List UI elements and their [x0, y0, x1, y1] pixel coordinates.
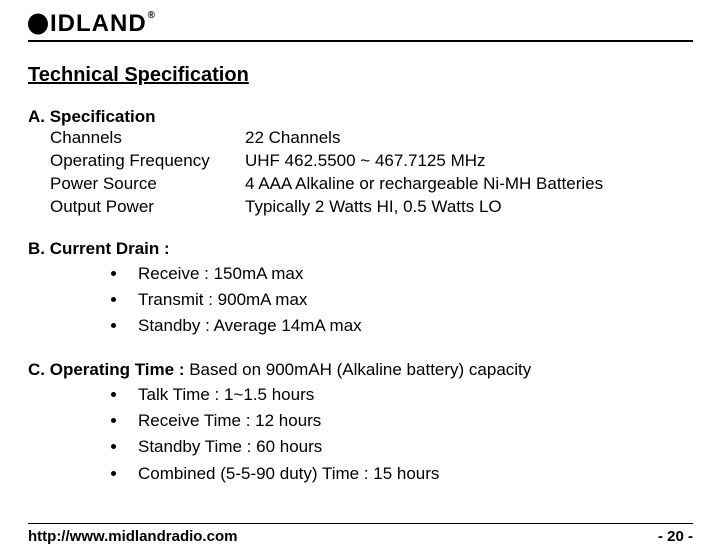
list-item: Transmit : 900mA max: [128, 287, 693, 313]
section-c-head-tail: Based on 900mAH (Alkaline battery) capac…: [189, 360, 531, 379]
spec-row: Channels 22 Channels: [50, 127, 693, 150]
section-b-list: Receive : 150mA max Transmit : 900mA max…: [28, 261, 693, 340]
spec-label: Operating Frequency: [50, 150, 245, 173]
list-item: Standby Time : 60 hours: [128, 434, 693, 460]
header-rule: [28, 40, 693, 42]
spec-row: Output Power Typically 2 Watts HI, 0.5 W…: [50, 196, 693, 219]
footer-page-number: - 20 -: [658, 528, 693, 545]
spec-label: Output Power: [50, 196, 245, 219]
section-c-list: Talk Time : 1~1.5 hours Receive Time : 1…: [28, 382, 693, 487]
section-a-head: A. Specification: [28, 107, 693, 127]
spec-label: Channels: [50, 127, 245, 150]
page-footer: http://www.midlandradio.com - 20 -: [28, 523, 693, 545]
list-item: Receive Time : 12 hours: [128, 408, 693, 434]
section-b-head: B. Current Drain :: [28, 239, 693, 259]
list-item: Standby : Average 14mA max: [128, 313, 693, 339]
list-item: Combined (5-5-90 duty) Time : 15 hours: [128, 461, 693, 487]
brand-name-text: IDLAND: [50, 10, 147, 37]
spec-value: UHF 462.5500 ~ 467.7125 MHz: [245, 150, 486, 173]
footer-rule: [28, 523, 693, 524]
page-title: Technical Specification: [28, 64, 693, 87]
spec-row: Power Source 4 AAA Alkaline or rechargea…: [50, 173, 693, 196]
registered-mark: ®: [148, 10, 156, 21]
logo-mark-icon: [28, 14, 48, 35]
spec-value: 4 AAA Alkaline or rechargeable Ni-MH Bat…: [245, 173, 603, 196]
spec-label: Power Source: [50, 173, 245, 196]
footer-url: http://www.midlandradio.com: [28, 528, 237, 545]
document-page: IDLAND® Technical Specification A. Speci…: [0, 0, 721, 551]
section-c-head-bold: C. Operating Time :: [28, 360, 189, 379]
spec-row: Operating Frequency UHF 462.5500 ~ 467.7…: [50, 150, 693, 173]
footer-row: http://www.midlandradio.com - 20 -: [28, 528, 693, 545]
list-item: Talk Time : 1~1.5 hours: [128, 382, 693, 408]
section-c-head: C. Operating Time : Based on 900mAH (Alk…: [28, 360, 693, 380]
list-item: Receive : 150mA max: [128, 261, 693, 287]
brand-name: IDLAND®: [50, 10, 156, 38]
spec-value: Typically 2 Watts HI, 0.5 Watts LO: [245, 196, 502, 219]
brand-logo: IDLAND®: [28, 10, 693, 38]
section-a-body: Channels 22 Channels Operating Frequency…: [28, 127, 693, 219]
spec-value: 22 Channels: [245, 127, 340, 150]
